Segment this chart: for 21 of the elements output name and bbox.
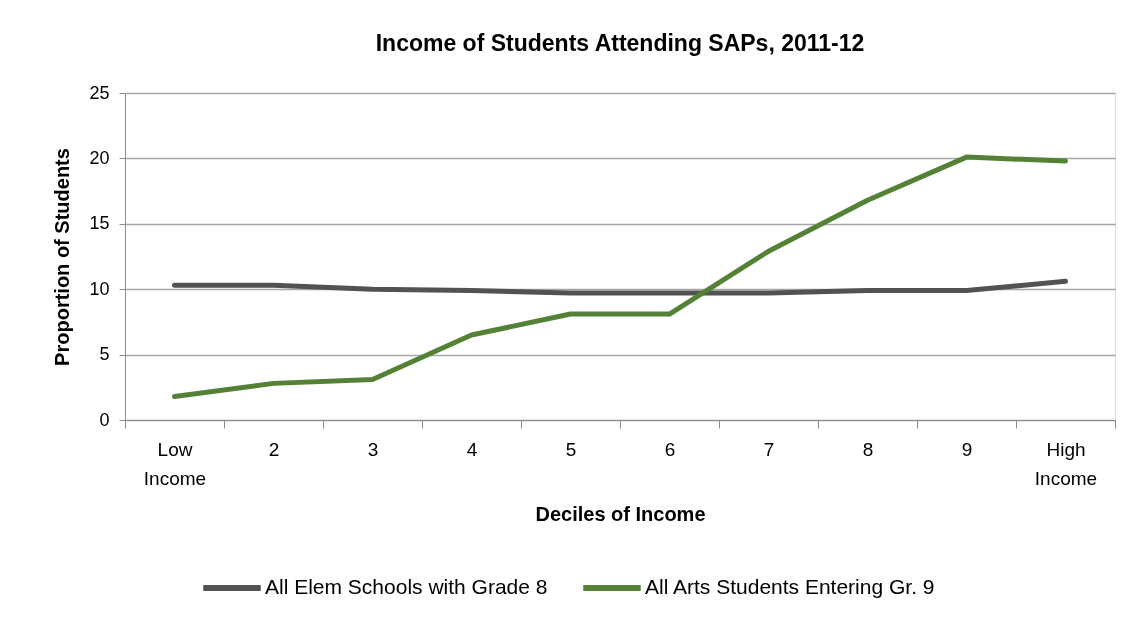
x-tick-label: 5	[565, 438, 577, 460]
y-tick-label: 5	[99, 344, 110, 365]
chart-title: Income of Students Attending SAPs, 2011-12	[375, 30, 865, 56]
legend-label: All Elem Schools with Grade 8	[265, 575, 548, 598]
x-tick-label: 3	[367, 438, 379, 460]
y-tick-label: 25	[89, 82, 110, 103]
x-tick-label: 2	[268, 438, 280, 460]
x-tick-label: High Income	[1034, 438, 1098, 489]
legend-label: All Arts Students Entering Gr. 9	[645, 575, 935, 598]
x-tick-label: 8	[862, 438, 874, 460]
x-tick-label: 4	[466, 438, 478, 460]
y-axis-title: Proportion of Students	[51, 148, 74, 366]
x-tick-label: 9	[961, 438, 973, 460]
y-tick-label: 0	[99, 409, 110, 430]
x-tick-label: Low Income	[143, 438, 207, 489]
y-tick-label: 10	[89, 278, 110, 299]
y-tick-label: 15	[89, 213, 110, 234]
y-tick-label: 20	[89, 147, 110, 168]
x-axis-title: Deciles of Income	[535, 502, 706, 525]
x-tick-label: 7	[763, 438, 775, 460]
x-tick-label: 6	[664, 438, 676, 460]
